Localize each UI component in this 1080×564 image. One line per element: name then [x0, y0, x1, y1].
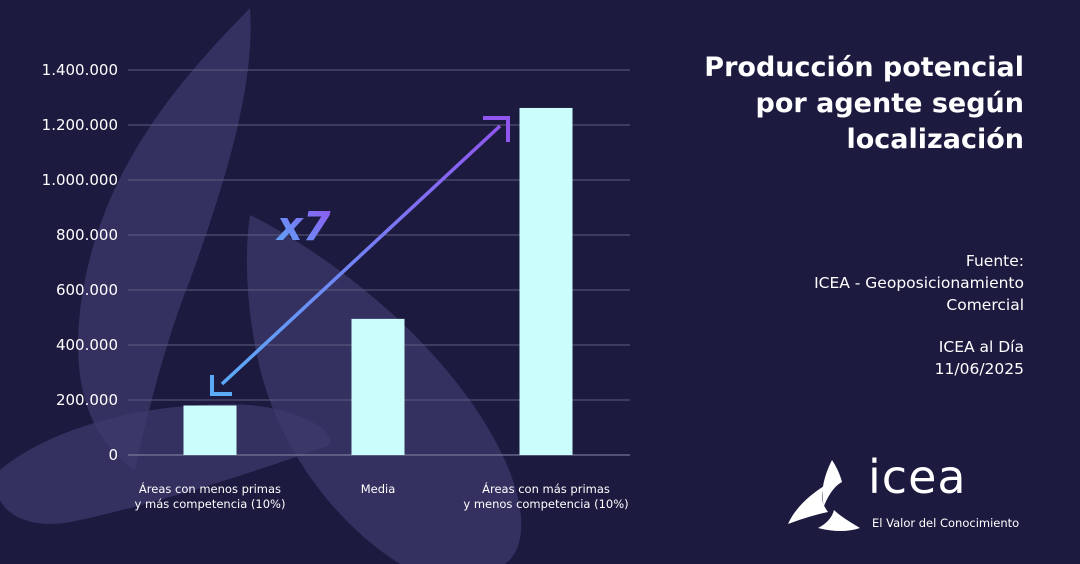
publication-block: ICEA al Día 11/06/2025: [704, 336, 1024, 380]
x-category-label: Áreas con más primas y menos competencia …: [463, 481, 628, 511]
y-tick-label: 600.000: [56, 281, 118, 299]
source-label: Fuente:: [965, 252, 1024, 270]
y-tick-label: 1.200.000: [42, 116, 118, 134]
source-block: Fuente: ICEA - Geoposicionamiento Comerc…: [704, 250, 1024, 316]
ratio-arrow-line: [220, 124, 502, 386]
ratio-arrow: [210, 116, 510, 396]
x-category-label: Áreas con menos primas y más competencia …: [135, 481, 286, 511]
source-line: Comercial: [946, 296, 1024, 314]
publication-date: 11/06/2025: [934, 360, 1024, 378]
bars: [183, 107, 573, 455]
icea-logo-wordmark: icea: [868, 450, 967, 504]
y-axis-tick-labels: 0 200.000 400.000 600.000 800.000 1.000.000 1.…: [42, 61, 118, 464]
y-tick-label: 200.000: [56, 391, 118, 409]
y-tick-label: 400.000: [56, 336, 118, 354]
leaf-shape-left: [78, 8, 251, 470]
chart-title: Producción potencial por agente según lo…: [604, 50, 1024, 158]
leaf-shape-bottom: [0, 404, 331, 524]
y-tick-label: 800.000: [56, 226, 118, 244]
source-line: ICEA - Geoposicionamiento: [814, 274, 1024, 292]
icea-logo-tagline: El Valor del Conocimiento: [872, 516, 1020, 530]
x-axis-category-labels: Áreas con menos primas y más competencia …: [135, 481, 629, 511]
title-line: por agente según: [755, 88, 1024, 119]
publication-name: ICEA al Día: [938, 338, 1024, 356]
bar: [519, 107, 573, 455]
y-tick-label: 1.000.000: [42, 171, 118, 189]
ratio-arrow-head-bottom: [210, 375, 232, 396]
y-tick-label: 1.400.000: [42, 61, 118, 79]
icea-logo-mark-icon: [788, 460, 860, 531]
title-line: Producción potencial: [704, 52, 1024, 83]
icea-logo: icea El Valor del Conocimiento: [784, 450, 1034, 536]
bar: [183, 405, 237, 455]
title-line: localización: [846, 124, 1024, 155]
x-category-label: Media: [361, 482, 396, 496]
bar: [351, 318, 405, 455]
ratio-arrow-head-top: [483, 116, 510, 142]
y-tick-label: 0: [108, 446, 118, 464]
ratio-annotation: x7: [275, 204, 331, 250]
